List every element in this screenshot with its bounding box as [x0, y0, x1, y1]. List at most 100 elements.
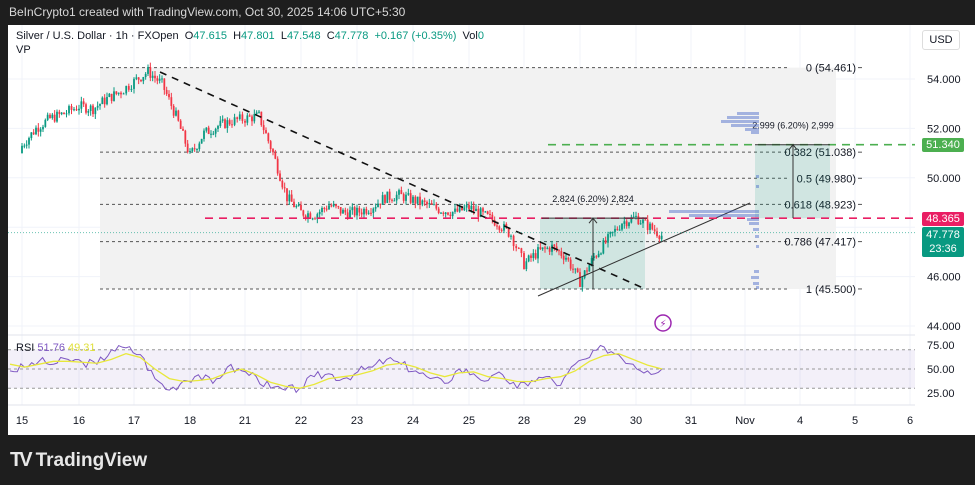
candle-body [330, 205, 333, 207]
candle-body [496, 225, 498, 227]
candle-body [447, 212, 449, 215]
candle-body [56, 111, 58, 122]
time-axis-label[interactable]: 16 [73, 415, 85, 427]
time-axis-label[interactable]: 31 [685, 415, 697, 427]
tradingview-logo-icon: TV [10, 449, 32, 471]
volume-profile-bar [749, 222, 759, 225]
candle-body [456, 208, 459, 212]
candle-body [106, 96, 108, 105]
last-price-badge: 47.778 23:36 [922, 227, 964, 257]
rsi-value: 51.76 [37, 342, 65, 354]
symbol-title[interactable]: Silver / U.S. Dollar · 1h · FXOpen [16, 30, 179, 42]
volume-profile-bar [747, 218, 759, 221]
candle-body [265, 130, 267, 134]
candle-body [42, 126, 44, 130]
candle-body [553, 244, 556, 247]
candle-body [182, 128, 184, 131]
candle-body [407, 193, 410, 195]
time-axis-label[interactable]: 24 [407, 415, 419, 427]
target-price-badge: 51.340 [922, 138, 964, 152]
candle-body [653, 229, 656, 232]
candle-body [233, 117, 236, 125]
candle-body [588, 265, 591, 272]
candle-body [405, 194, 407, 201]
close-label: C [326, 30, 335, 42]
candle-body [530, 255, 532, 258]
candle-body [621, 223, 623, 230]
vp-indicator-label[interactable]: VP [16, 44, 31, 56]
candle-body [419, 196, 421, 205]
candle-body [200, 138, 203, 144]
candle-body [572, 268, 574, 270]
candle-body [281, 180, 284, 188]
rsi-legend[interactable]: RSI 51.76 49.31 [16, 342, 96, 354]
candle-body [576, 268, 579, 273]
candle-body [272, 149, 274, 153]
candle-body [120, 92, 122, 95]
time-axis-label[interactable]: 6 [907, 415, 913, 427]
candle-body [269, 141, 272, 150]
candle-body [505, 223, 508, 228]
candle-body [196, 149, 198, 151]
time-axis-label[interactable]: 17 [128, 415, 140, 427]
candle-body [402, 194, 405, 201]
time-axis-label[interactable]: Nov [735, 415, 755, 427]
candle-body [351, 207, 354, 211]
time-axis-label[interactable]: 22 [295, 415, 307, 427]
candle-body [163, 78, 166, 90]
candle-body [219, 120, 222, 127]
candle-body [444, 212, 447, 215]
candle-body [309, 213, 312, 219]
time-axis-label[interactable]: 25 [463, 415, 475, 427]
tradingview-logo[interactable]: TV TradingView [10, 449, 147, 472]
candle-body [300, 204, 302, 211]
candle-body [486, 211, 489, 214]
event-flag-icon [654, 314, 672, 332]
candle-body [276, 158, 279, 174]
time-axis-label[interactable]: 28 [518, 415, 530, 427]
candle-body [604, 240, 607, 243]
time-axis-label[interactable]: 29 [574, 415, 586, 427]
rsi-ma-value: 49.31 [68, 342, 96, 354]
time-axis-label[interactable]: 30 [630, 415, 642, 427]
rsi-line [9, 344, 663, 394]
volume-profile-bar [751, 276, 759, 279]
candle-body [337, 206, 340, 208]
candle-body [482, 208, 484, 212]
candle-body [651, 223, 654, 230]
lightning-icon: ⚡ [659, 319, 666, 330]
time-axis-label[interactable]: 21 [239, 415, 251, 427]
time-axis-label[interactable]: 18 [184, 415, 196, 427]
candle-body [30, 132, 33, 139]
time-axis-label[interactable]: 5 [852, 415, 858, 427]
time-axis-label[interactable]: 4 [797, 415, 803, 427]
candle-body [37, 127, 40, 132]
candle-body [295, 205, 298, 208]
candle-body [335, 204, 337, 207]
low-label: L [280, 30, 287, 42]
close-value: 47.778 [334, 30, 369, 42]
candle-body [25, 144, 28, 146]
candle-body [161, 78, 163, 80]
candle-body [165, 89, 168, 95]
tradingview-brand: TradingView [35, 449, 148, 471]
candle-body [597, 253, 600, 257]
volume-profile-bar [745, 128, 759, 131]
fib-level-label: 1 (45.500) [806, 284, 856, 296]
currency-button[interactable]: USD [922, 30, 960, 50]
candle-body [75, 109, 78, 111]
candle-body [35, 127, 37, 135]
candle-body [175, 110, 177, 116]
candle-body [463, 207, 466, 211]
time-axis-label[interactable]: 23 [351, 415, 363, 427]
volume-profile-bar [756, 245, 759, 248]
candle-body [381, 195, 384, 205]
candle-body [142, 77, 145, 82]
time-axis-label[interactable]: 15 [16, 415, 28, 427]
candle-body [428, 203, 431, 205]
price-axis-label: 44.000 [927, 321, 961, 333]
candle-body [311, 218, 314, 220]
rsi-axis-label: 25.00 [927, 388, 955, 400]
candle-body [267, 133, 270, 142]
